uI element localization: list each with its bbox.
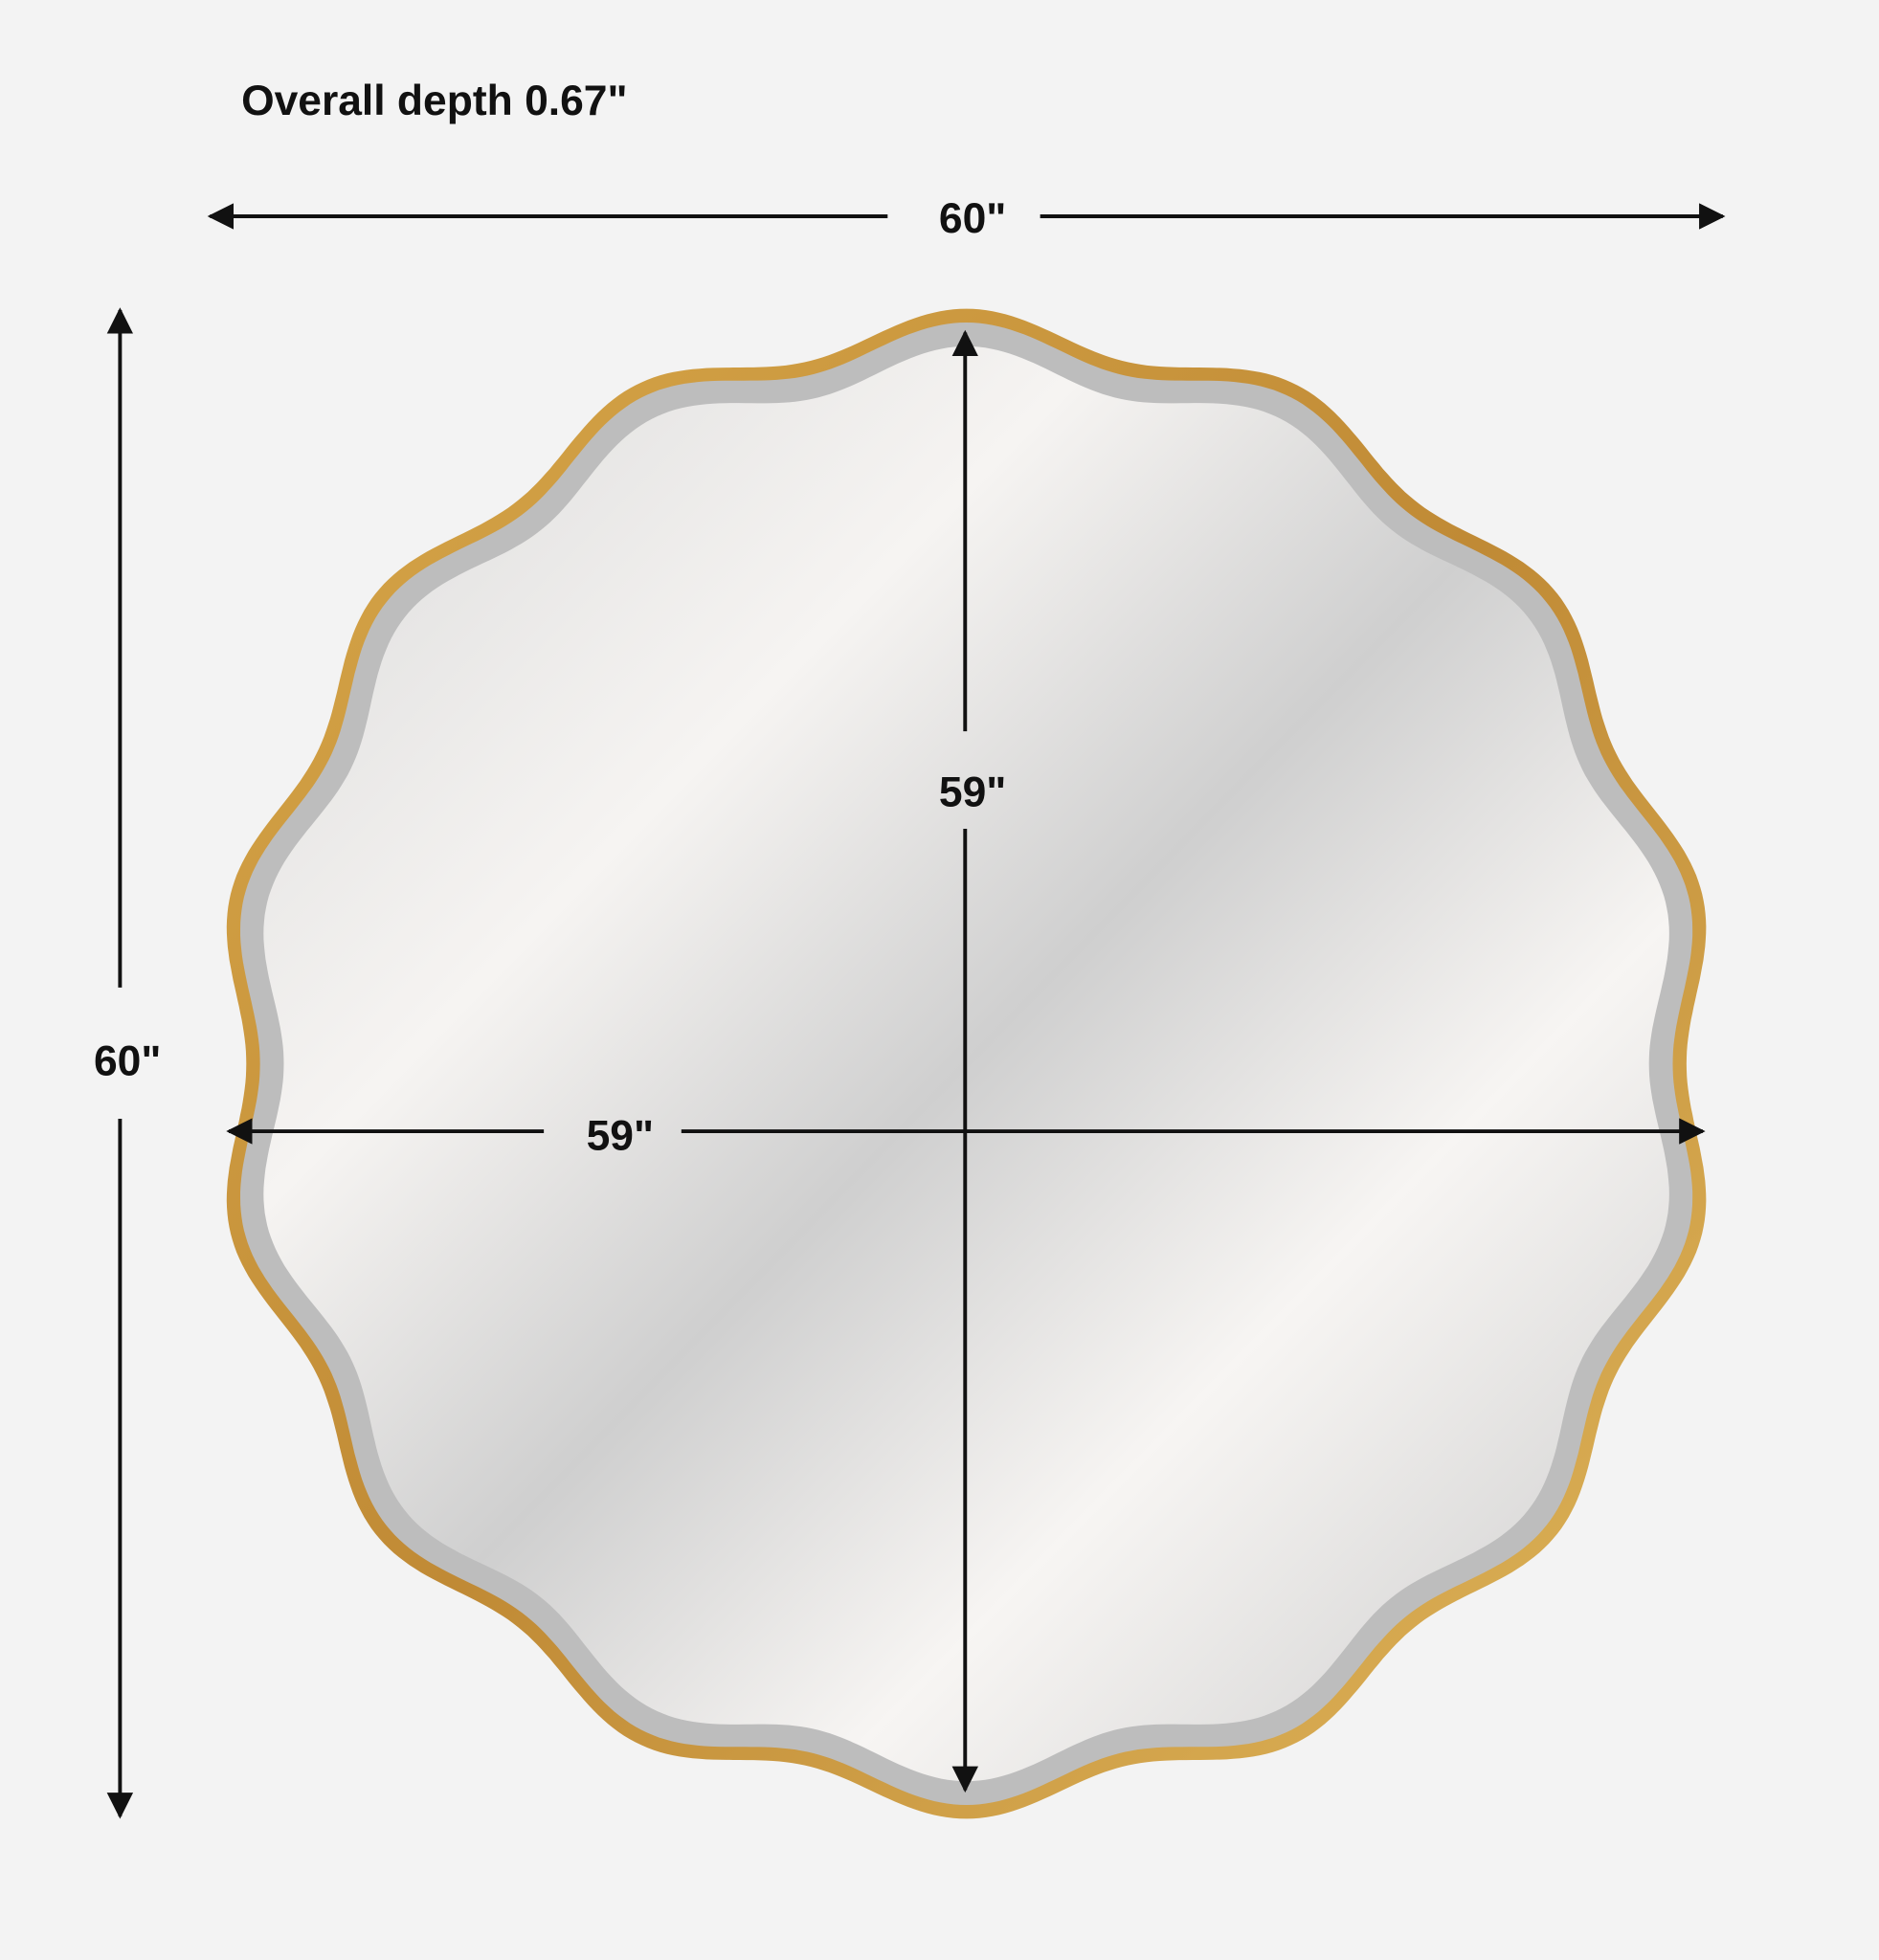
mirror-width-dimension: 59" [226,1113,1706,1160]
mirror-height-label: 59" [939,768,1006,815]
overall-height-label: 60" [94,1037,161,1084]
overall-width-dimension: 60" [207,195,1726,242]
overall-width-label: 60" [939,195,1006,242]
overall-depth-label: Overall depth 0.67" [241,78,627,124]
mirror-height-dimension: 59" [939,329,1006,1793]
overall-height-dimension: 60" [94,307,161,1819]
mirror-width-label: 59" [587,1113,654,1160]
